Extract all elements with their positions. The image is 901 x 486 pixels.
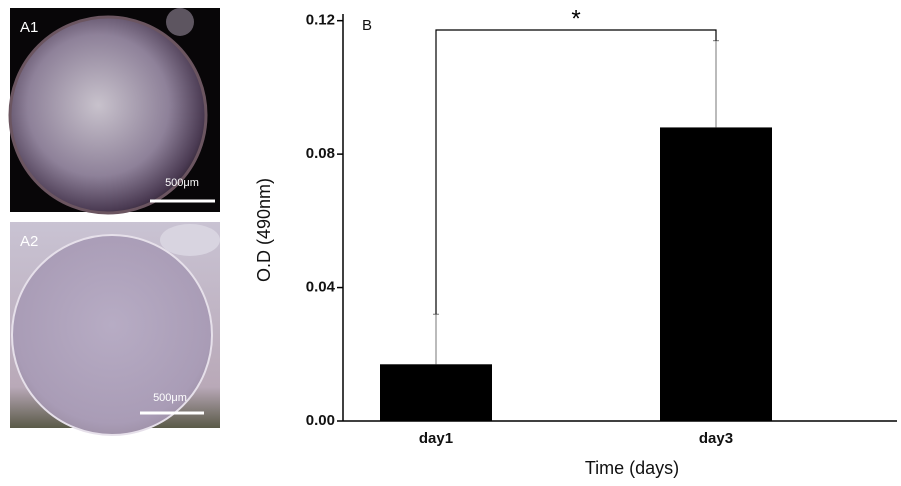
bar-chart: B Time (days) O.D (490nm) 0.00 0.04 0.08 0.… [254, 5, 897, 478]
bar [660, 127, 772, 421]
y-tick-label: 0.08 [306, 145, 335, 162]
scale-label: 500μm [165, 177, 199, 189]
significance-mark: * [571, 5, 580, 32]
x-axis-label: Time (days) [585, 458, 679, 478]
panel-label: A2 [20, 233, 38, 250]
significance-bracket [435, 29, 717, 315]
panel-label: B [362, 17, 372, 34]
micrograph-a2: A2 500μm [10, 222, 220, 436]
y-tick-label: 0.04 [306, 279, 336, 296]
scale-label: 500μm [153, 392, 187, 404]
bar [380, 364, 492, 421]
x-tick-label: day3 [699, 430, 733, 447]
y-axis-label: O.D (490nm) [254, 178, 274, 282]
micrograph-a1: A1 500μm [8, 8, 220, 215]
y-tick-label: 0.12 [306, 12, 335, 29]
y-tick-label: 0.00 [306, 412, 335, 429]
panel-label: A1 [20, 19, 38, 36]
x-tick-label: day1 [419, 430, 453, 447]
